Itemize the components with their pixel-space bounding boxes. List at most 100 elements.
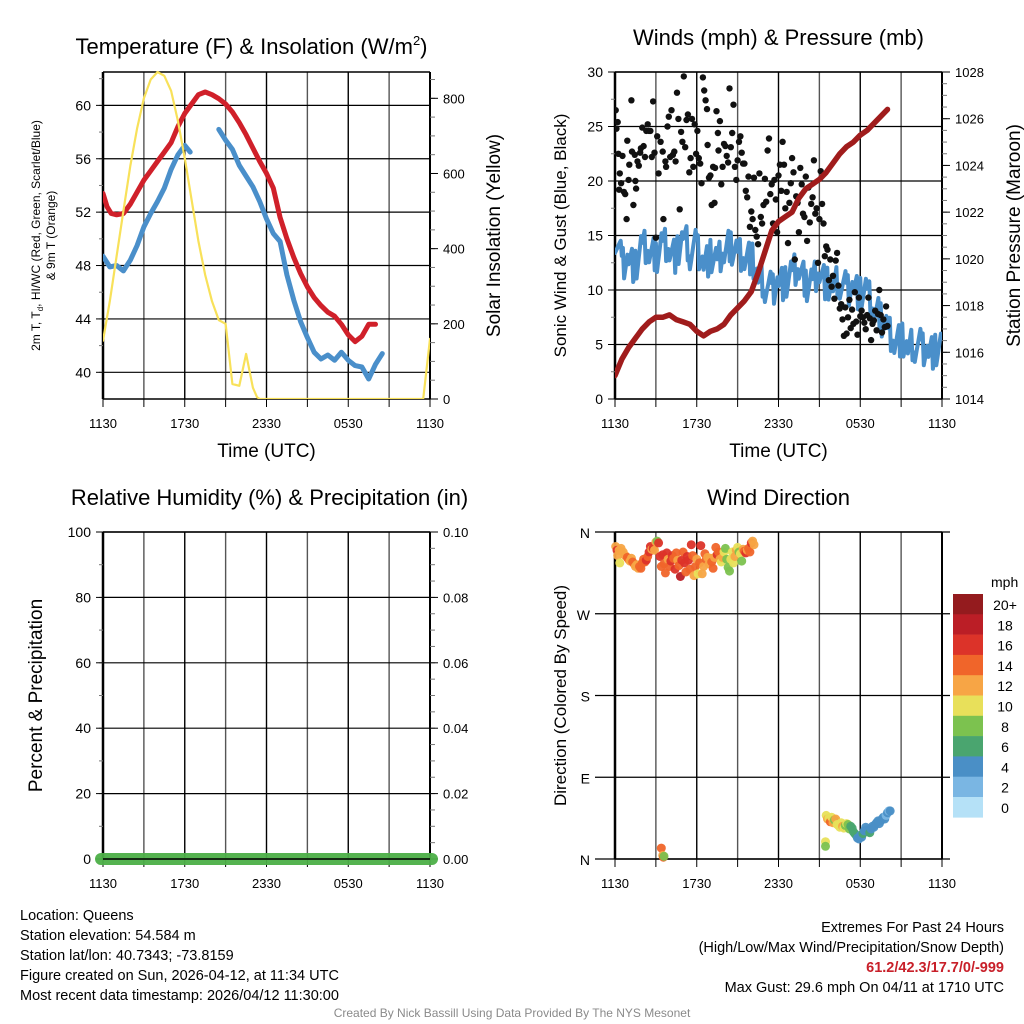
- gust-point: [622, 190, 629, 198]
- legend-label: 10: [997, 699, 1013, 715]
- gust-point: [641, 153, 649, 161]
- gust-point: [698, 180, 705, 187]
- y-tick-label: 20: [587, 173, 603, 189]
- wind-direction-point: [745, 547, 755, 557]
- max-gust-text: Max Gust: 29.6 mph On 04/11 at 1710 UTC: [724, 980, 1004, 996]
- legend-swatch: [953, 594, 983, 615]
- y-tick-label: 48: [75, 258, 91, 274]
- gust-point: [662, 158, 669, 165]
- y2-tick-label: 1024: [955, 158, 984, 173]
- gust-point: [827, 256, 834, 263]
- gust-point: [780, 161, 788, 168]
- gust-point: [734, 157, 741, 164]
- gust-point: [786, 199, 793, 206]
- y-tick-label: 40: [75, 720, 91, 736]
- gust-point: [699, 74, 707, 81]
- legend-title: mph: [991, 574, 1018, 590]
- x-tick-label: 2330: [764, 876, 793, 891]
- gust-point: [652, 234, 660, 241]
- gust-point: [707, 172, 714, 179]
- gust-point: [783, 188, 790, 196]
- gust-point: [671, 148, 678, 155]
- legend-swatch: [953, 756, 983, 777]
- gust-point: [748, 208, 755, 215]
- y2-axis-label: Solar Insolation (Yellow): [484, 134, 505, 337]
- legend-label: 14: [997, 658, 1013, 674]
- gust-point: [752, 226, 759, 234]
- x-tick-label: 0530: [846, 416, 875, 431]
- x-tick-label: 1730: [682, 416, 711, 431]
- y-tick-label: 80: [75, 589, 91, 605]
- wind-direction-point: [737, 556, 747, 566]
- gust-point: [665, 113, 672, 120]
- gust-point: [703, 105, 711, 113]
- legend-label: 20+: [993, 597, 1017, 613]
- gust-point: [828, 283, 835, 290]
- y-tick-label: 100: [68, 524, 92, 540]
- x-tick-label: 0530: [334, 416, 363, 431]
- gust-point: [812, 210, 819, 217]
- gust-point: [818, 200, 826, 208]
- gust-point: [630, 201, 637, 209]
- gust-point: [649, 98, 657, 105]
- dewpoint-line: [216, 126, 385, 382]
- legend-label: 2: [1001, 780, 1009, 796]
- gust-point: [798, 181, 805, 188]
- gust-point: [810, 157, 818, 164]
- gust-point: [687, 154, 694, 162]
- x-tick-label: 1730: [170, 416, 199, 431]
- gust-point: [861, 319, 868, 326]
- gust-point: [704, 141, 711, 149]
- y2-tick-label: 800: [443, 91, 465, 106]
- x-tick-label: 1130: [601, 876, 629, 891]
- y-tick-label: 20: [75, 786, 91, 802]
- y2-tick-label: 0.06: [443, 656, 468, 671]
- gust-point: [814, 259, 822, 266]
- gust-point: [832, 257, 839, 264]
- sonic-wind-line: [615, 224, 942, 371]
- y-tick-label: S: [581, 689, 590, 705]
- x-tick-label: 1130: [89, 416, 117, 431]
- gust-point: [842, 304, 849, 311]
- legend-label: 16: [997, 638, 1013, 654]
- gust-point: [741, 160, 748, 167]
- legend-swatch: [953, 776, 983, 798]
- gust-point: [750, 174, 758, 181]
- y2-tick-label: 0: [443, 392, 450, 407]
- y2-tick-label: 1014: [955, 392, 984, 407]
- gust-point: [858, 307, 865, 314]
- created-text: Figure created on Sun, 2026-04-12, at 11…: [20, 968, 339, 984]
- gust-point: [809, 194, 816, 201]
- wind-direction-point: [686, 540, 696, 550]
- y-axis-label: Percent & Precipitation: [26, 599, 47, 792]
- gust-point: [616, 170, 623, 177]
- gust-point: [843, 330, 850, 337]
- gust-point: [719, 163, 726, 170]
- gust-point: [791, 256, 798, 263]
- y-tick-label: 44: [75, 311, 91, 327]
- gust-point: [870, 317, 878, 324]
- gust-point: [846, 296, 853, 303]
- gust-point: [664, 123, 671, 130]
- gust-point: [779, 138, 786, 145]
- gust-point: [745, 173, 752, 180]
- x-axis-label: Time (UTC): [217, 441, 316, 462]
- winds-chart: Winds (mph) & Pressure (mb) 1130 1730 2330 0…: [551, 25, 1024, 462]
- gust-point: [726, 85, 733, 92]
- gust-point: [628, 97, 635, 104]
- legend-swatch: [953, 797, 983, 818]
- gust-point: [691, 121, 698, 128]
- wind-direction-point: [725, 566, 734, 576]
- x-tick-label: 1730: [170, 876, 199, 891]
- legend-label: 12: [997, 678, 1013, 694]
- gust-point: [835, 282, 842, 289]
- gust-point: [675, 115, 682, 123]
- gust-point: [771, 176, 778, 184]
- gust-point: [683, 116, 690, 124]
- gust-point: [753, 233, 760, 240]
- gust-point: [764, 147, 771, 154]
- gust-point: [763, 198, 770, 205]
- gust-point: [722, 142, 729, 150]
- wind-direction-chart: Wind Direction 1130 1730 2330 0530 1130 N E S W N D…: [551, 485, 1018, 891]
- gust-point: [651, 149, 658, 156]
